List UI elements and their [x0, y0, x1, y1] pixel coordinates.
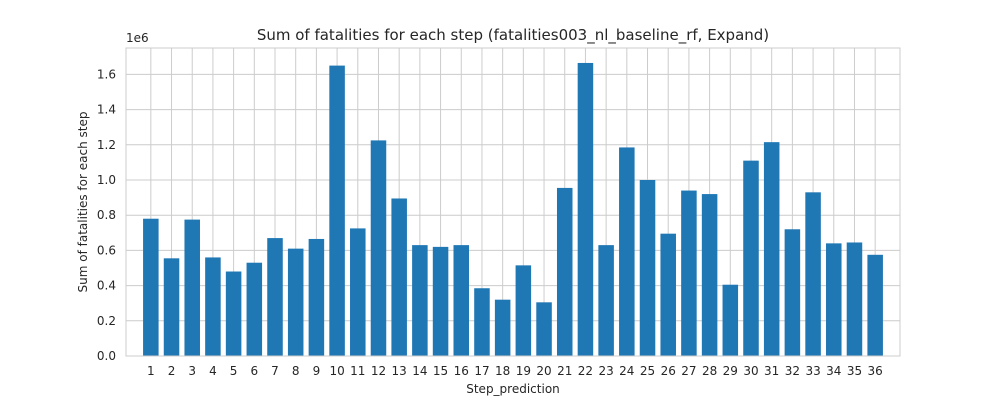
x-axis-label: Step_prediction — [466, 382, 560, 396]
x-tick-label: 10 — [329, 364, 344, 378]
x-tick-label: 4 — [209, 364, 217, 378]
bar-step-26 — [660, 233, 676, 356]
bar-step-25 — [639, 180, 656, 356]
bar-step-16 — [453, 245, 470, 356]
x-tick-label: 23 — [598, 364, 613, 378]
x-tick-label: 32 — [785, 364, 800, 378]
bar-step-31 — [763, 142, 780, 356]
bar-step-19 — [515, 265, 532, 356]
x-tick-label: 17 — [474, 364, 489, 378]
x-tick-label: 13 — [392, 364, 407, 378]
bar-step-35 — [846, 242, 863, 356]
x-tick-label: 30 — [743, 364, 758, 378]
bars — [143, 62, 883, 357]
x-tick-label: 26 — [661, 364, 676, 378]
x-tick-label: 25 — [640, 364, 655, 378]
x-tick-label: 33 — [805, 364, 820, 378]
x-tick-label: 5 — [230, 364, 238, 378]
x-tick-label: 22 — [578, 364, 593, 378]
y-tick-labels: 0.0 0.2 0.4 0.6 0.8 1.0 1.2 1.4 1.6 — [97, 67, 116, 363]
x-tick-label: 11 — [350, 364, 365, 378]
y-tick-label: 1.6 — [97, 67, 116, 81]
x-tick-label: 20 — [536, 364, 551, 378]
x-tick-label: 36 — [868, 364, 883, 378]
x-tick-label: 8 — [292, 364, 300, 378]
bar-step-21 — [556, 187, 573, 356]
bar-step-2 — [163, 258, 180, 356]
x-tick-label: 16 — [454, 364, 469, 378]
chart-title: Sum of fatalities for each step (fatalit… — [257, 26, 769, 45]
bar-step-27 — [681, 190, 697, 356]
y-tick-label: 0.2 — [97, 314, 116, 328]
bar-step-8 — [287, 248, 304, 356]
bar-step-1 — [143, 218, 159, 356]
y-axis-label: Sum of fatalities for each step — [76, 112, 90, 293]
bar-step-23 — [598, 245, 614, 356]
bar-step-34 — [826, 243, 842, 356]
bar-step-36 — [867, 254, 883, 356]
bar-step-7 — [267, 238, 283, 356]
y-offset-text: 1e6 — [126, 31, 149, 45]
x-tick-label: 14 — [412, 364, 427, 378]
x-tick-label: 19 — [516, 364, 531, 378]
bar-step-11 — [350, 228, 366, 356]
x-tick-label: 12 — [371, 364, 386, 378]
x-tick-label: 31 — [764, 364, 779, 378]
x-tick-label: 35 — [847, 364, 862, 378]
bar-step-5 — [225, 271, 242, 356]
bar-step-28 — [701, 194, 718, 356]
bar-step-18 — [494, 299, 511, 356]
x-tick-label: 29 — [723, 364, 738, 378]
bar-step-4 — [205, 257, 221, 356]
bar-step-12 — [370, 140, 387, 356]
bar-step-22 — [577, 62, 594, 357]
y-tick-label: 1.2 — [97, 138, 116, 152]
bar-step-10 — [329, 65, 345, 356]
y-tick-label: 0.0 — [97, 349, 116, 363]
bar-step-6 — [246, 262, 263, 356]
bar-step-15 — [432, 246, 449, 356]
x-tick-label: 9 — [313, 364, 321, 378]
y-tick-label: 1.4 — [97, 103, 116, 117]
bar-step-9 — [308, 238, 325, 356]
y-tick-label: 1.0 — [97, 173, 116, 187]
grid — [126, 48, 900, 357]
bar-step-33 — [805, 192, 821, 356]
x-tick-label: 6 — [250, 364, 258, 378]
bar-step-3 — [184, 219, 200, 356]
x-tick-label: 7 — [271, 364, 279, 378]
bar-step-29 — [722, 284, 739, 356]
y-tick-label: 0.8 — [97, 208, 116, 222]
y-tick-label: 0.6 — [97, 243, 116, 257]
bar-step-20 — [536, 302, 552, 356]
y-tick-label: 0.4 — [97, 279, 116, 293]
x-tick-label: 18 — [495, 364, 510, 378]
x-tick-label: 15 — [433, 364, 448, 378]
x-tick-label: 3 — [188, 364, 196, 378]
x-tick-label: 24 — [619, 364, 634, 378]
x-tick-label: 1 — [147, 364, 155, 378]
bar-step-14 — [412, 245, 428, 356]
bar-step-32 — [784, 229, 801, 356]
bar-step-24 — [619, 147, 635, 356]
bar-step-30 — [743, 160, 759, 356]
x-tick-label: 34 — [826, 364, 841, 378]
x-tick-label: 27 — [681, 364, 696, 378]
bar-step-13 — [391, 198, 407, 356]
bar-step-17 — [474, 288, 490, 356]
plot-frame — [125, 47, 901, 357]
x-tick-label: 21 — [557, 364, 572, 378]
x-tick-label: 28 — [702, 364, 717, 378]
x-tick-label: 2 — [168, 364, 176, 378]
x-tick-labels: 1 2 3 4 5 6 7 8 9 10 11 12 13 14 15 16 17 18 19 20 21 22 23 24 2… — [147, 364, 883, 378]
